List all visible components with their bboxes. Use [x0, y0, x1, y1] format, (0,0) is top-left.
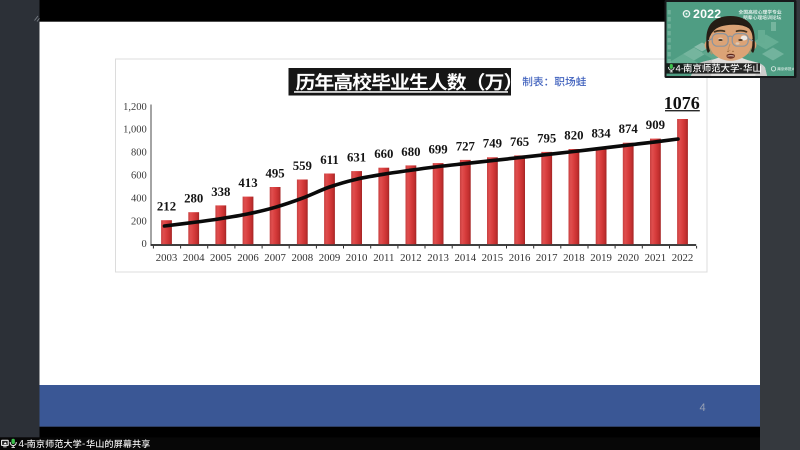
- svg-text:2012: 2012: [400, 252, 422, 264]
- svg-text:2003: 2003: [156, 252, 178, 264]
- svg-text:600: 600: [131, 171, 147, 182]
- svg-text:2022: 2022: [672, 252, 694, 264]
- svg-text:680: 680: [401, 145, 420, 159]
- svg-text:338: 338: [211, 185, 230, 199]
- svg-text:874: 874: [619, 122, 639, 136]
- svg-text:749: 749: [483, 137, 502, 151]
- svg-text:909: 909: [646, 118, 665, 132]
- svg-text:-: -: [82, 439, 85, 450]
- svg-text:400: 400: [131, 193, 147, 204]
- svg-text:727: 727: [456, 139, 476, 153]
- svg-text:2021: 2021: [645, 252, 667, 264]
- svg-text:2019: 2019: [590, 252, 612, 264]
- svg-text:820: 820: [564, 128, 583, 142]
- svg-text:1076: 1076: [664, 93, 700, 113]
- svg-text:631: 631: [347, 151, 366, 165]
- svg-text:559: 559: [293, 159, 312, 173]
- svg-text:2013: 2013: [427, 252, 449, 264]
- svg-text:280: 280: [184, 192, 203, 206]
- svg-text:2008: 2008: [292, 252, 314, 264]
- svg-text:2011: 2011: [373, 252, 394, 264]
- svg-text:495: 495: [265, 166, 284, 180]
- svg-text:2015: 2015: [482, 252, 504, 264]
- svg-text:2018: 2018: [563, 252, 585, 264]
- svg-text:834: 834: [591, 127, 611, 141]
- svg-text:2007: 2007: [264, 252, 286, 264]
- svg-text:2014: 2014: [455, 252, 477, 264]
- svg-text:4: 4: [699, 402, 705, 414]
- svg-text:0: 0: [142, 239, 147, 250]
- svg-text:2005: 2005: [210, 252, 232, 264]
- svg-text:1,200: 1,200: [123, 102, 147, 113]
- svg-text:2022: 2022: [693, 7, 721, 21]
- svg-text:2016: 2016: [509, 252, 531, 264]
- svg-text:-: -: [739, 64, 742, 75]
- svg-text:2006: 2006: [237, 252, 259, 264]
- svg-text:2010: 2010: [346, 252, 368, 264]
- svg-text:212: 212: [157, 200, 176, 214]
- svg-text:2009: 2009: [319, 252, 341, 264]
- svg-text:800: 800: [131, 148, 147, 159]
- svg-text:660: 660: [374, 147, 393, 161]
- svg-text:765: 765: [510, 135, 529, 149]
- svg-text:413: 413: [238, 176, 257, 190]
- svg-text:2020: 2020: [617, 252, 639, 264]
- svg-text:2017: 2017: [536, 252, 558, 264]
- svg-text:795: 795: [537, 131, 556, 145]
- svg-text:4-: 4-: [676, 64, 684, 75]
- svg-text:2004: 2004: [183, 252, 205, 264]
- svg-text:4-: 4-: [19, 439, 28, 450]
- svg-text:699: 699: [428, 143, 447, 157]
- svg-text:611: 611: [320, 153, 339, 167]
- svg-text:1,000: 1,000: [123, 125, 147, 136]
- svg-text:200: 200: [131, 216, 147, 227]
